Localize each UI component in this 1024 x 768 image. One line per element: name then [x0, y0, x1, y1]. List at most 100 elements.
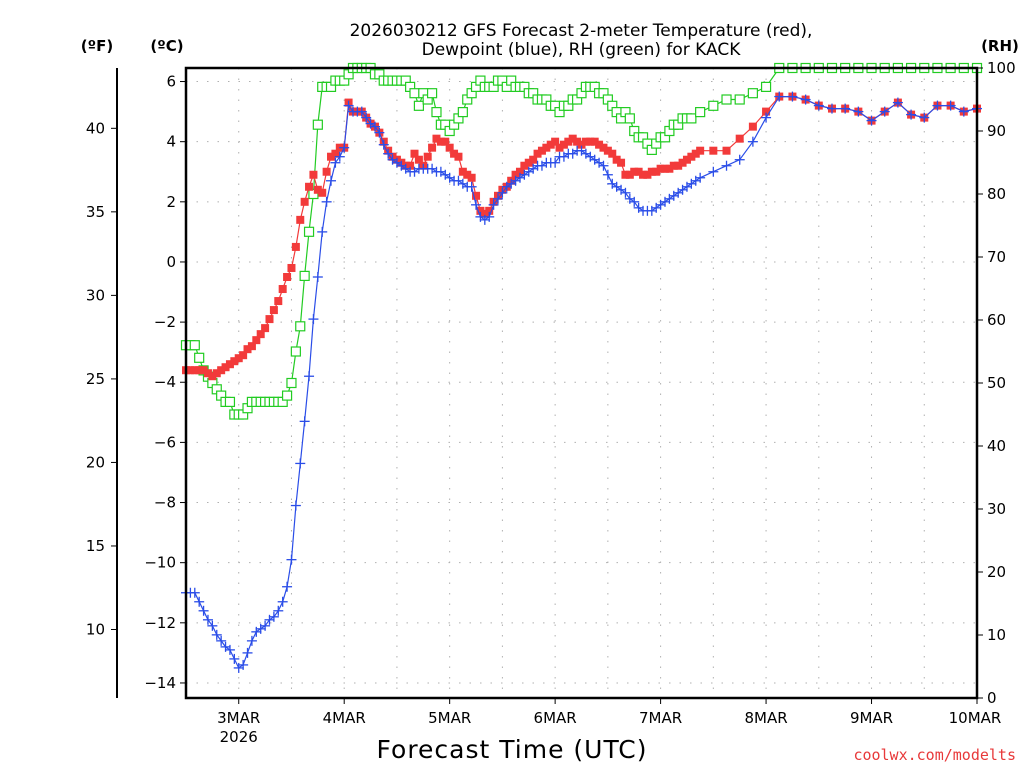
temperature-point [406, 161, 415, 170]
rh-tick-label: 60 [987, 311, 1006, 329]
dewpoint-point [466, 181, 477, 192]
dewpoint-point [747, 136, 758, 147]
dewpoint-point [892, 97, 903, 108]
temperature-point [217, 366, 226, 375]
temperature-point [652, 167, 661, 176]
rh-point [409, 88, 420, 99]
dewpoint-point [374, 127, 385, 138]
temperature-point [735, 134, 744, 143]
temperature-point [331, 149, 340, 158]
celsius-tick-label: 0 [166, 253, 176, 271]
dewpoint-point [774, 91, 785, 102]
fahrenheit-tick-label: 10 [86, 621, 105, 639]
dewpoint-point [299, 416, 310, 427]
temperature-point [660, 164, 669, 173]
temperature-point [480, 209, 489, 218]
dewpoint-point [282, 581, 293, 592]
temperature-point [515, 167, 524, 176]
temperature-point [722, 146, 731, 155]
rh-tick-label: 80 [987, 185, 1006, 203]
temperature-point [436, 137, 445, 146]
series-dewpoint [181, 91, 982, 673]
dewpoint-point [840, 103, 851, 114]
rh-point [457, 106, 468, 118]
fahrenheit-tick-label: 30 [86, 286, 105, 304]
temperature-point [682, 155, 691, 164]
dewpoint-point [290, 500, 301, 511]
temperature-point [674, 161, 683, 170]
temperature-point [542, 143, 551, 152]
temperature-point [687, 152, 696, 161]
temperature-point [300, 197, 309, 206]
temperature-point [639, 170, 648, 179]
temperature-point [428, 143, 437, 152]
rh-point [308, 188, 319, 200]
rh-tick-label: 40 [987, 437, 1006, 455]
temperature-point [485, 206, 494, 215]
dewpoint-point [866, 115, 877, 126]
series-2-meter-temperature [182, 92, 981, 381]
celsius-tick-label: −12 [144, 614, 176, 632]
dewpoint-point [273, 605, 284, 616]
dewpoint-point [207, 620, 218, 631]
temperature-point [696, 146, 705, 155]
temperature-point [599, 143, 608, 152]
temperature-point [283, 272, 292, 281]
rh-point [286, 377, 297, 389]
dewpoint-point [334, 151, 345, 162]
rh-tick-label: 10 [987, 626, 1006, 644]
dewpoint-point [602, 169, 613, 180]
celsius-tick-label: 6 [166, 73, 176, 91]
temperature-point [445, 143, 454, 152]
dewpoint-point [246, 635, 257, 646]
chart-subtitle: Dewpoint (blue), RH (green) for KACK [422, 40, 742, 60]
temperature-point [225, 360, 234, 369]
fahrenheit-axis-label: (ºF) [81, 37, 113, 55]
temperature-point [608, 149, 617, 158]
temperature-point [748, 122, 757, 131]
temperature-point [458, 167, 467, 176]
temperature-point [555, 143, 564, 152]
temperature-point [586, 137, 595, 146]
axes: −14 −12 −10 −8 −6 −4 −2 0 2 4 6 10 15 20 25 30 35 40 0 10 20… [86, 59, 1016, 746]
dewpoint-point [211, 629, 222, 640]
temperature-point [656, 164, 665, 173]
temperature-point [269, 306, 278, 315]
temperature-point [621, 170, 630, 179]
celsius-tick-label: −2 [154, 313, 176, 331]
dewpoint-point [229, 653, 240, 664]
dewpoint-point [312, 271, 323, 282]
rh-point [721, 94, 732, 105]
temperature-point [590, 137, 599, 146]
temperature-point [472, 191, 481, 200]
dewpoint-point [304, 371, 315, 382]
dewpoint-point [629, 196, 640, 207]
temperature-point [256, 330, 265, 339]
temperature-point [691, 149, 700, 158]
dewpoint-point [321, 196, 332, 207]
temperature-point [441, 137, 450, 146]
dewpoint-point [242, 647, 253, 658]
dewpoint-point [383, 148, 394, 159]
dewpoint-point [932, 100, 943, 111]
dewpoint-point [787, 91, 798, 102]
rh-point [624, 113, 635, 124]
dewpoint-point [202, 614, 213, 625]
celsius-tick-label: −10 [144, 554, 176, 572]
x-tick-label: 8MAR [744, 709, 787, 727]
celsius-tick-label: −6 [154, 433, 176, 451]
series-layer [180, 62, 983, 673]
rh-point [295, 321, 306, 332]
celsius-axis-label: (ºC) [150, 37, 183, 55]
plot-frame [184, 66, 979, 700]
dewpoint-point [326, 175, 337, 186]
dewpoint-point [356, 106, 367, 117]
dewpoint-point [286, 554, 297, 565]
dewpoint-point [378, 139, 389, 150]
x-tick-label: 9MAR [850, 709, 893, 727]
rh-tick-label: 90 [987, 122, 1006, 140]
dewpoint-point [721, 160, 732, 171]
dewpoint-point [488, 199, 499, 210]
fahrenheit-tick-label: 35 [86, 203, 105, 221]
dewpoint-point [708, 166, 719, 177]
